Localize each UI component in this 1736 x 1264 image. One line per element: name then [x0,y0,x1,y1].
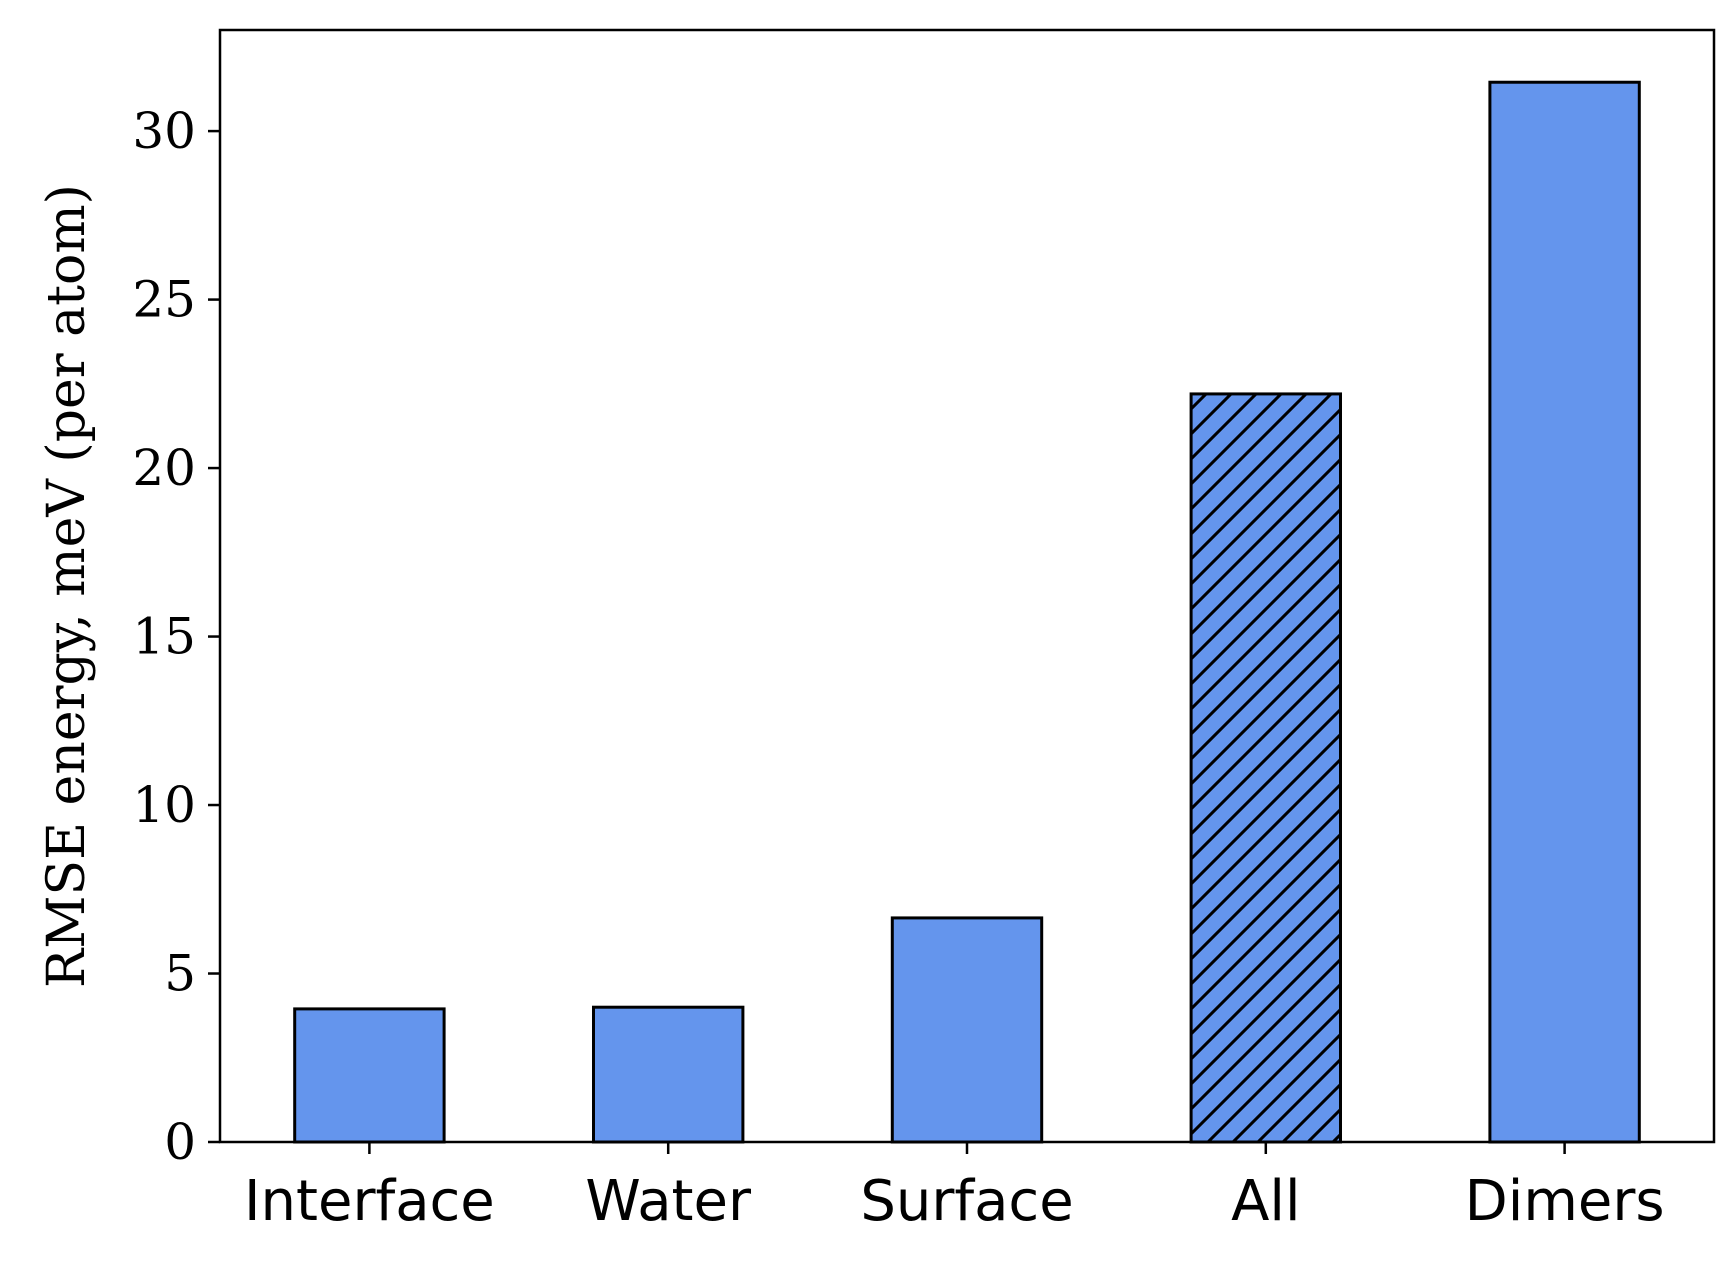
bar-surface [890,916,1044,1144]
y-tick-label: 5 [164,945,196,1003]
bars-group [293,80,1641,1144]
bar-water [592,1005,745,1144]
bar-all [1189,392,1342,1144]
y-tick-label: 20 [132,439,196,497]
x-tick-label: Interface [244,1169,495,1234]
y-tick-label: 25 [132,271,196,329]
x-tick-label: Dimers [1465,1169,1665,1234]
y-axis: 0 5 10 15 20 25 30 [132,102,220,1171]
y-axis-title: RMSE energy, meV (per atom) [37,184,97,988]
x-tick-label: Surface [860,1169,1073,1234]
x-tick-label: All [1231,1169,1300,1234]
x-tick-label: Water [585,1169,752,1234]
bar-interface [293,1007,446,1144]
y-tick-label: 15 [132,608,196,666]
bar-dimers [1488,80,1641,1144]
y-tick-label: 10 [132,776,196,834]
x-axis: Interface Water Surface All Dimers [244,1142,1665,1234]
y-tick-label: 0 [164,1113,196,1171]
y-tick-label: 30 [132,102,196,160]
